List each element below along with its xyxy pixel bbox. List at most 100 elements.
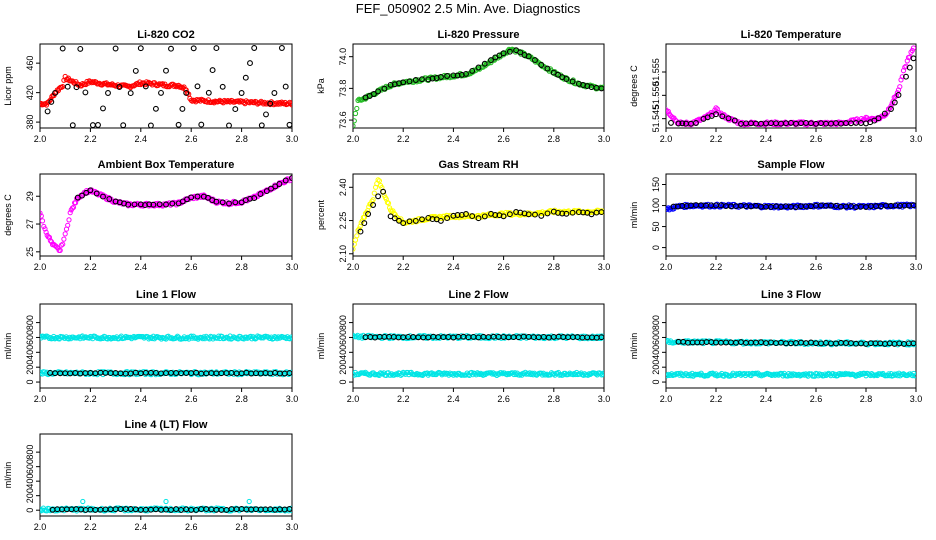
sample-flow-xtick-label: 3.0 [910,262,923,272]
li-820-pressure-2-5-min-averages-point [429,75,436,82]
line-1-flow-xtick-label: 2.6 [185,394,198,404]
line-3-flow-1-min-samples-low-point [767,371,774,377]
li-820-pressure-2-5-min-averages-point [598,85,604,92]
li-820-pressure-ytick-label: 74.0 [338,48,348,66]
li-820-co2-2-5-min-averages-point [116,84,123,90]
chart-li-820-co2: Li-820 CO2 Licor ppm 2.0 2.2 2.4 2.6 2.8 3.0 380… [3,29,298,144]
gas-stream-rh-2-5-min-averages-point [580,209,587,216]
gas-stream-rh-2-5-min-averages-point [370,202,377,208]
gas-stream-rh-2-5-min-averages-point [563,210,570,217]
li-820-co2-2-5-min-averages-point [142,83,149,90]
li-820-co2-2-5-min-averages-point [251,45,258,51]
ambient-box-temperature-2-5-min-averages-point [93,190,100,197]
line-1-flow-xtick-label: 2.4 [135,394,148,404]
gas-stream-rh-2-5-min-averages-point [532,211,538,218]
li-820-pressure-2-5-min-averages-point [488,57,494,64]
line-4-lt-flow-1-min-samples-point [91,506,97,512]
line-4-lt-flow-ytick-label: 200 [25,488,35,503]
li-820-co2-1-min-samples-point [108,82,114,88]
li-820-pressure-xtick-label: 3.0 [598,134,611,144]
li-820-temperature-1-min-samples-point [909,47,915,54]
gas-stream-rh-1-min-samples-point [385,200,392,206]
gas-stream-rh-2-5-min-averages-point [538,212,545,219]
li-820-pressure-2-5-min-averages-point [500,50,507,57]
gas-stream-rh-1-min-samples-point [601,208,604,214]
ambient-box-temperature-xtick-label: 2.8 [235,262,248,272]
li-820-co2-2-5-min-averages-point [163,67,169,74]
line-2-flow-ytick-label: 0 [338,380,348,385]
li-820-temperature-2-5-min-averages-point [713,111,719,118]
li-820-temperature-2-5-min-averages-point [679,120,686,127]
li-820-co2-2-5-min-averages-point [198,121,205,128]
gas-stream-rh-2-5-min-averages-point [365,211,372,217]
li-820-pressure-ylabel: kPa [316,78,326,94]
ambient-box-temperature-plot-frame [39,173,293,257]
li-820-temperature-2-5-min-averages-point [895,92,902,98]
line-2-flow-1-min-samples-high-point [601,335,604,341]
line-1-flow-1-min-samples-high-point [267,335,273,341]
gas-stream-rh-xtick-label: 2.4 [447,262,460,272]
li-820-co2-2-5-min-averages-point [286,121,292,128]
li-820-temperature-xtick-label: 2.8 [860,134,873,144]
li-820-co2-2-5-min-averages-point [168,45,174,52]
li-820-co2-2-5-min-averages-point [232,106,239,113]
li-820-co2-2-5-min-averages-point [112,45,119,52]
gas-stream-rh-xtick-label: 2.2 [397,262,410,272]
ambient-box-temperature-xtick-label: 3.0 [286,262,299,272]
li-820-co2-1-min-samples-point [47,98,53,104]
gas-stream-rh-2-5-min-averages-point [361,220,368,227]
li-820-temperature-ylabel: degrees C [629,65,639,107]
line-1-flow-1-min-samples-high-point [289,335,292,341]
line-4-lt-flow-1-min-outliers-point [246,498,252,505]
line-2-flow-title: Line 2 Flow [449,289,509,301]
gas-stream-rh-ytick-label: 2.25 [338,212,348,230]
gas-stream-rh-2-5-min-averages-point [575,209,582,216]
gas-stream-rh-1-min-samples-point [376,178,382,184]
line-2-flow-ytick-label: 400 [338,345,348,360]
line-4-lt-flow-1-min-samples-point [200,505,206,511]
li-820-co2-2-5-min-averages-point [147,122,154,128]
li-820-temperature-2-5-min-averages-point [888,106,894,112]
li-820-temperature-2-5-min-averages-point [875,115,882,122]
li-820-co2-2-5-min-averages-point [105,90,111,96]
ambient-box-temperature-ytick-label: 27 [25,219,35,229]
gas-stream-rh-title: Gas Stream RH [438,159,518,171]
li-820-temperature-plot-frame [665,43,917,129]
li-820-co2-1-min-samples-point [183,87,189,93]
li-820-pressure-2-5-min-averages-point [370,91,377,97]
line-1-flow-xtick-label: 2.8 [235,394,248,404]
li-820-co2-2-5-min-averages-point [89,122,96,128]
ambient-box-temperature-1-min-samples-point [67,210,73,216]
gas-stream-rh-2-5-min-averages-point [525,211,532,218]
sample-flow-1-min-samples-point [913,203,916,209]
sample-flow-ylabel: ml/min [629,202,639,229]
line-2-flow-1-min-samples-low-point [489,371,495,377]
li-820-co2-2-5-min-averages-point [100,105,106,112]
li-820-pressure-2-5-min-averages-point [532,57,538,64]
line-2-flow-1-min-samples-low-point [600,371,604,377]
gas-stream-rh-2-5-min-averages-point [419,216,425,223]
ambient-box-temperature-ylabel: degrees C [3,194,13,236]
li-820-temperature-1-min-samples-point [910,45,916,51]
li-820-co2-2-5-min-averages-point [127,90,134,97]
ambient-box-temperature-2-5-min-averages-point [100,193,106,200]
li-820-pressure-xtick-label: 2.0 [347,134,360,144]
ambient-box-temperature-2-5-min-averages-point [194,193,201,200]
li-820-co2-2-5-min-averages-point [247,60,253,67]
sample-flow-xtick-label: 2.0 [660,262,673,272]
line-4-lt-flow-2-5-min-averages-point [286,506,292,512]
ambient-box-temperature-1-min-samples-point [40,213,44,219]
ambient-box-temperature-2-5-min-averages-point [263,188,270,195]
page-title: FEF_050902 2.5 Min. Ave. Diagnostics [355,1,581,16]
li-820-co2-ytick-label: 420 [25,85,35,100]
li-820-co2-2-5-min-averages-point [64,83,71,90]
line-1-flow-xtick-label: 2.0 [34,394,47,404]
gas-stream-rh-2-5-min-averages-point [506,211,513,218]
li-820-pressure-2-5-min-averages-point [506,48,513,55]
chart-line-1-flow: Line 1 Flow ml/min 2.0 2.2 2.4 2.6 2.8 3.0 0 2004… [3,289,298,404]
line-2-flow-1-min-samples-low-point [498,370,504,376]
gas-stream-rh-1-min-samples-point [353,237,359,243]
li-820-co2-xtick-label: 2.8 [235,134,248,144]
li-820-co2-xtick-label: 2.4 [135,134,148,144]
gas-stream-rh-2-5-min-averages-point [375,193,382,200]
